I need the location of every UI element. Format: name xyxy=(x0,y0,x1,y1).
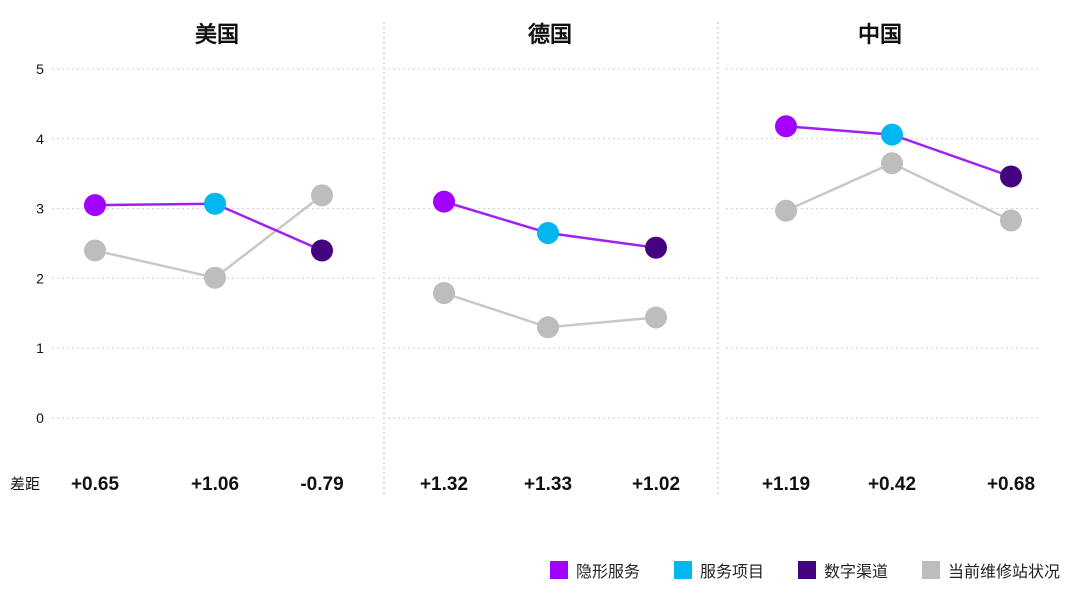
y-tick-label-1: 1 xyxy=(36,340,44,356)
panel-title-1: 美国 xyxy=(195,22,239,48)
difference-value-panel-3-2: +0.42 xyxy=(868,474,916,495)
difference-value-panel-1-1: +0.65 xyxy=(71,474,120,495)
legend-swatch-digital-channel xyxy=(797,561,816,579)
data-point-panel-1-service-1 xyxy=(84,194,106,217)
difference-value-panel-3-3: +0.68 xyxy=(987,474,1035,495)
data-point-panel-1-current-station-2 xyxy=(204,266,226,289)
difference-row-label: 差距 xyxy=(10,475,40,493)
data-point-panel-2-service-1 xyxy=(433,190,455,213)
legend-label-digital-channel: 数字渠道 xyxy=(823,562,888,581)
y-tick-label-5: 5 xyxy=(36,61,44,77)
data-point-panel-1-service-3 xyxy=(311,239,333,262)
data-point-panel-2-current-station-1 xyxy=(433,282,455,305)
legend-item-current-station: 当前维修站状况 xyxy=(921,558,1060,582)
data-point-panel-1-current-station-1 xyxy=(84,239,106,262)
data-point-panel-3-service-2 xyxy=(881,123,903,146)
panel-title-3: 中国 xyxy=(858,23,902,48)
data-point-panel-2-service-3 xyxy=(645,236,667,259)
legend-item-hidden-service: 隐形服务 xyxy=(549,558,640,582)
legend: 隐形服务 服务项目 数字渠道 当前维修站状况 xyxy=(0,557,1060,583)
difference-value-panel-2-3: +1.02 xyxy=(632,474,680,495)
data-point-panel-2-current-station-3 xyxy=(645,306,667,329)
legend-label-current-station: 当前维修站状况 xyxy=(947,562,1060,581)
legend-label-hidden-service: 隐形服务 xyxy=(575,562,640,581)
panel-title-2: 德国 xyxy=(528,22,572,48)
y-tick-label-2: 2 xyxy=(36,270,44,286)
difference-value-panel-2-1: +1.32 xyxy=(420,474,468,495)
difference-value-panel-1-2: +1.06 xyxy=(191,474,239,495)
difference-value-panel-2-2: +1.33 xyxy=(524,474,572,495)
data-point-panel-3-current-station-1 xyxy=(775,199,797,222)
legend-label-service-items: 服务项目 xyxy=(699,562,764,581)
legend-item-service-items: 服务项目 xyxy=(673,558,764,582)
y-tick-label-4: 4 xyxy=(36,131,44,147)
difference-value-panel-3-1: +1.19 xyxy=(762,474,810,495)
data-point-panel-3-current-station-2 xyxy=(881,152,903,175)
difference-value-panel-1-3: -0.79 xyxy=(300,474,343,495)
legend-swatch-service-items xyxy=(673,561,692,579)
data-point-panel-1-service-2 xyxy=(204,192,226,215)
data-point-panel-2-service-2 xyxy=(537,222,559,245)
data-point-panel-3-service-1 xyxy=(775,115,797,138)
y-tick-label-3: 3 xyxy=(36,201,44,217)
data-point-panel-3-service-3 xyxy=(1000,165,1022,188)
y-tick-label-0: 0 xyxy=(36,410,44,426)
legend-swatch-hidden-service xyxy=(549,561,568,579)
data-point-panel-2-current-station-2 xyxy=(537,316,559,339)
legend-item-digital-channel: 数字渠道 xyxy=(797,558,888,582)
data-point-panel-3-current-station-3 xyxy=(1000,209,1022,232)
legend-swatch-current-station xyxy=(921,561,940,579)
data-point-panel-1-current-station-3 xyxy=(311,184,333,207)
